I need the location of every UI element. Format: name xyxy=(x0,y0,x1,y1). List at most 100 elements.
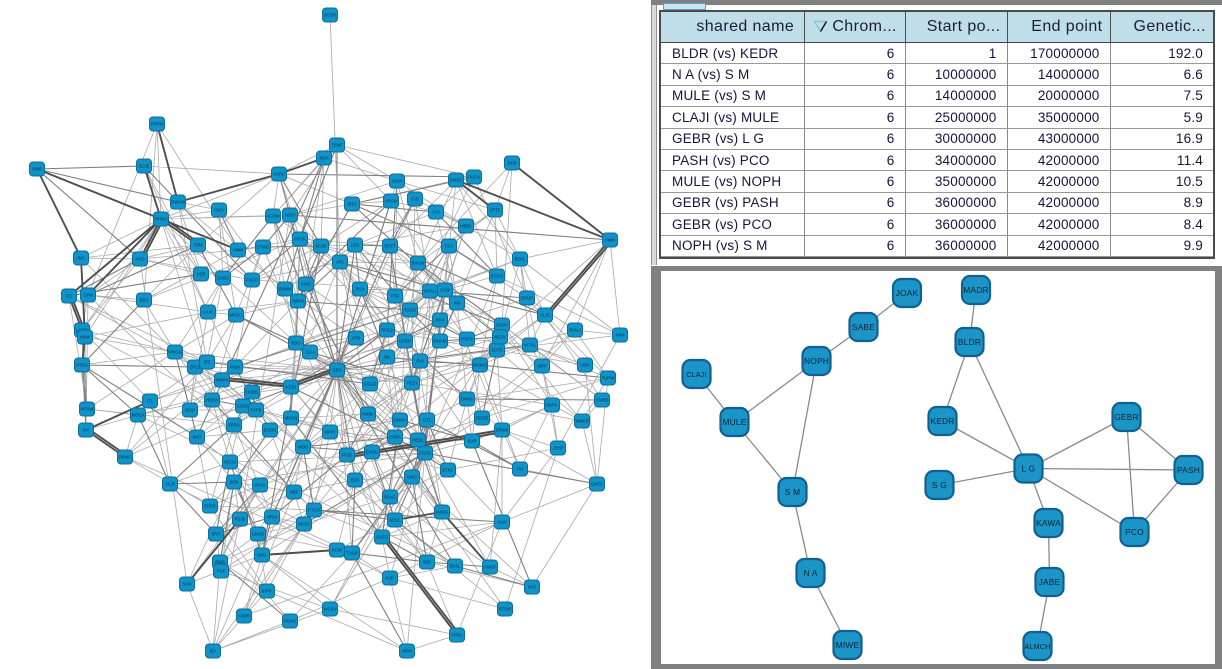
svg-text:DDB: DDB xyxy=(508,161,517,166)
svg-text:EOC: EOC xyxy=(350,478,359,483)
svg-text:PTCH: PTCH xyxy=(308,508,319,513)
svg-text:NPIH: NPIH xyxy=(325,430,335,435)
svg-text:WLFK: WLFK xyxy=(494,335,506,340)
svg-text:GUFD: GUFD xyxy=(376,535,388,540)
svg-text:N A: N A xyxy=(803,568,817,578)
svg-text:TOOO: TOOO xyxy=(404,308,417,313)
svg-text:GFM: GFM xyxy=(83,293,93,298)
svg-text:EPLB: EPLB xyxy=(190,365,201,370)
svg-text:UPDP: UPDP xyxy=(399,339,411,344)
svg-text:SJJA: SJJA xyxy=(305,350,315,355)
svg-text:OMRB: OMRB xyxy=(596,398,609,403)
svg-text:KMO: KMO xyxy=(407,475,417,480)
svg-text:L G: L G xyxy=(1021,463,1035,473)
svg-text:APL: APL xyxy=(336,260,345,265)
svg-text:MADR: MADR xyxy=(963,285,988,295)
svg-text:LEO: LEO xyxy=(351,243,360,248)
svg-text:ENOU: ENOU xyxy=(366,450,378,455)
svg-text:MST: MST xyxy=(193,435,202,440)
svg-text:EPER: EPER xyxy=(204,504,215,509)
svg-text:RFKO: RFKO xyxy=(381,328,393,333)
svg-text:JRFC: JRFC xyxy=(347,202,358,207)
svg-text:RTDW: RTDW xyxy=(499,607,512,612)
svg-text:JMC: JMC xyxy=(77,256,86,261)
svg-text:HBBF: HBBF xyxy=(460,224,472,229)
svg-text:EOOG: EOOG xyxy=(264,428,277,433)
svg-text:MULE: MULE xyxy=(722,417,746,427)
svg-text:CGGP: CGGP xyxy=(237,404,250,409)
svg-text:IGG: IGG xyxy=(411,197,419,202)
svg-text:CLAJI: CLAJI xyxy=(686,370,707,379)
svg-text:GEH: GEH xyxy=(332,368,341,373)
svg-text:WMAD: WMAD xyxy=(575,419,588,424)
svg-text:INK: INK xyxy=(454,301,461,306)
svg-text:KEDR: KEDR xyxy=(930,416,954,426)
svg-text:BAUW: BAUW xyxy=(412,261,425,266)
svg-text:OWUW: OWUW xyxy=(171,200,185,205)
svg-text:FMGF: FMGF xyxy=(484,565,496,570)
svg-text:NOPH: NOPH xyxy=(804,356,829,366)
svg-text:SRRU: SRRU xyxy=(228,423,240,428)
svg-text:HECI: HECI xyxy=(407,381,417,386)
svg-text:GMTF: GMTF xyxy=(591,482,603,487)
svg-text:S M: S M xyxy=(784,487,800,497)
svg-text:RHWJ: RHWJ xyxy=(155,217,167,222)
svg-text:WSWG: WSWG xyxy=(473,363,487,368)
svg-text:NMBK: NMBK xyxy=(362,412,374,417)
svg-text:FPSU: FPSU xyxy=(451,633,462,638)
svg-text:AGG: AGG xyxy=(135,257,144,262)
svg-text:CCW: CCW xyxy=(440,288,450,293)
svg-text:FRPW: FRPW xyxy=(151,122,163,127)
svg-text:JABE: JABE xyxy=(1038,577,1060,587)
svg-text:MIWE: MIWE xyxy=(835,640,859,650)
svg-text:REDL: REDL xyxy=(412,438,424,443)
svg-text:PCJ: PCJ xyxy=(445,244,453,249)
svg-text:ODGB: ODGB xyxy=(476,416,489,421)
svg-text:UARC: UARC xyxy=(273,172,285,177)
svg-text:HIJ: HIJ xyxy=(517,467,523,472)
svg-text:JEHP: JEHP xyxy=(553,446,564,451)
svg-text:IIKS: IIKS xyxy=(528,585,536,590)
svg-text:PCO: PCO xyxy=(1125,527,1144,537)
svg-text:KCW: KCW xyxy=(332,548,342,553)
svg-text:NSCI: NSCI xyxy=(285,213,295,218)
svg-text:RRA: RRA xyxy=(436,318,445,323)
svg-text:MNG: MNG xyxy=(301,282,311,287)
svg-text:HUDB: HUDB xyxy=(246,390,258,395)
svg-text:GNSD: GNSD xyxy=(252,532,264,537)
svg-text:IALR: IALR xyxy=(165,482,174,487)
svg-text:PCF: PCF xyxy=(217,569,226,574)
svg-text:UDH: UDH xyxy=(580,363,589,368)
svg-text:MCJS: MCJS xyxy=(224,460,236,465)
svg-text:FAPS: FAPS xyxy=(251,408,262,413)
svg-text:MHCN: MHCN xyxy=(285,416,298,421)
svg-text:CPDA: CPDA xyxy=(389,435,401,440)
svg-text:PIGN: PIGN xyxy=(230,365,240,370)
svg-text:TEMF: TEMF xyxy=(331,143,343,148)
svg-text:FHI: FHI xyxy=(83,428,90,433)
svg-text:ALMCH: ALMCH xyxy=(1024,642,1050,651)
svg-text:BOK: BOK xyxy=(230,480,239,485)
svg-text:ACOW: ACOW xyxy=(266,214,279,219)
svg-text:OKO: OKO xyxy=(214,208,224,213)
svg-text:DABO: DABO xyxy=(217,276,230,281)
svg-text:ALJE: ALJE xyxy=(540,313,550,318)
svg-text:CIN: CIN xyxy=(432,210,439,215)
svg-text:MOGA: MOGA xyxy=(132,413,145,418)
svg-text:KAWA: KAWA xyxy=(1036,518,1061,528)
svg-text:SRIT: SRIT xyxy=(211,532,221,537)
svg-text:ENWM: ENWM xyxy=(278,287,292,292)
svg-text:SABE: SABE xyxy=(851,322,874,332)
svg-text:FSGO: FSGO xyxy=(246,278,259,283)
svg-text:NPN: NPN xyxy=(616,333,625,338)
svg-text:RSJS: RSJS xyxy=(235,517,246,522)
svg-text:PCN: PCN xyxy=(356,287,365,292)
svg-text:RRSI: RRSI xyxy=(267,515,277,520)
svg-text:DPUP: DPUP xyxy=(521,296,533,301)
svg-text:HPSW: HPSW xyxy=(385,199,398,204)
svg-text:WCSU: WCSU xyxy=(324,607,337,612)
svg-text:RNAM: RNAM xyxy=(434,339,447,344)
svg-text:RMUJ: RMUJ xyxy=(569,328,581,333)
svg-text:BGH: BGH xyxy=(319,156,328,161)
svg-text:KCBI: KCBI xyxy=(286,385,296,390)
